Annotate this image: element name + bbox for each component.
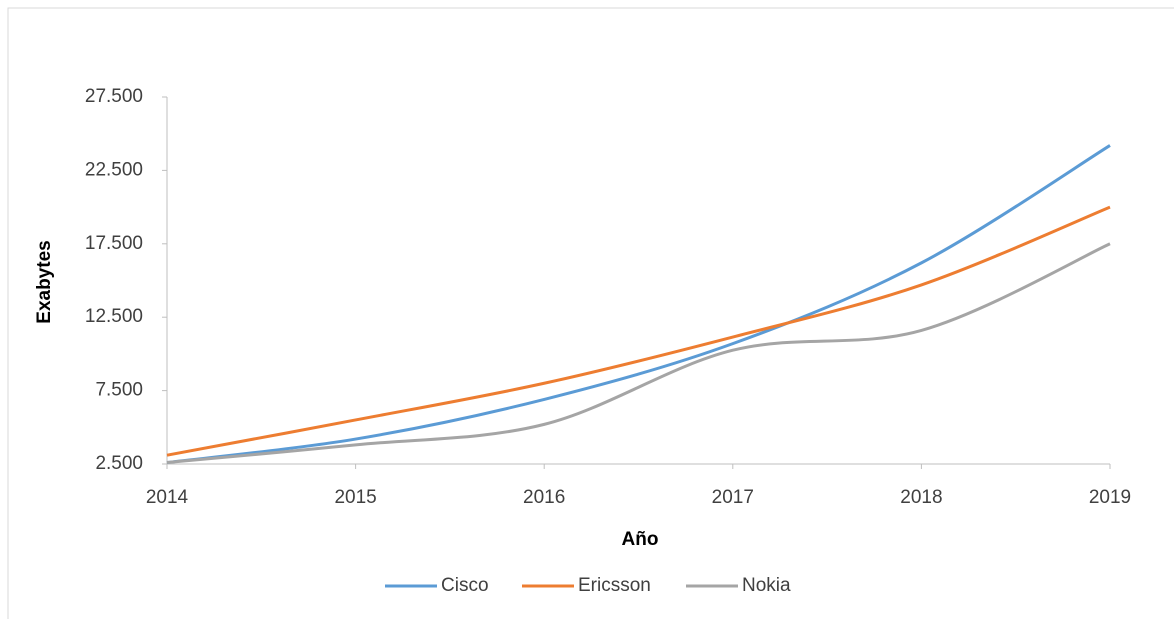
series-line: [166, 144, 1111, 465]
x-tick-label: 2016: [523, 487, 565, 508]
y-tick-label: 27.500: [85, 86, 143, 107]
series-line: [166, 242, 1111, 465]
y-tick-label: 22.500: [85, 159, 143, 180]
x-axis-title: Año: [622, 529, 659, 550]
legend-label: Ericsson: [578, 575, 651, 596]
legend-label: Cisco: [441, 575, 489, 596]
x-tick-label: 2018: [900, 487, 942, 508]
y-tick-label: 17.500: [85, 233, 143, 254]
x-tick-label: 2015: [334, 487, 376, 508]
y-tick-label: 12.500: [85, 306, 143, 327]
legend-label: Nokia: [742, 575, 791, 596]
x-tick-label: 2019: [1089, 487, 1131, 508]
y-tick-label: 7.500: [95, 380, 143, 401]
x-tick-label: 2014: [146, 487, 189, 508]
chart-frame: [7, 7, 1174, 619]
y-axis-title: Exabytes: [34, 240, 55, 323]
series-line: [166, 205, 1111, 457]
y-tick-label: 2.500: [95, 453, 143, 474]
x-tick-label: 2017: [712, 487, 754, 508]
